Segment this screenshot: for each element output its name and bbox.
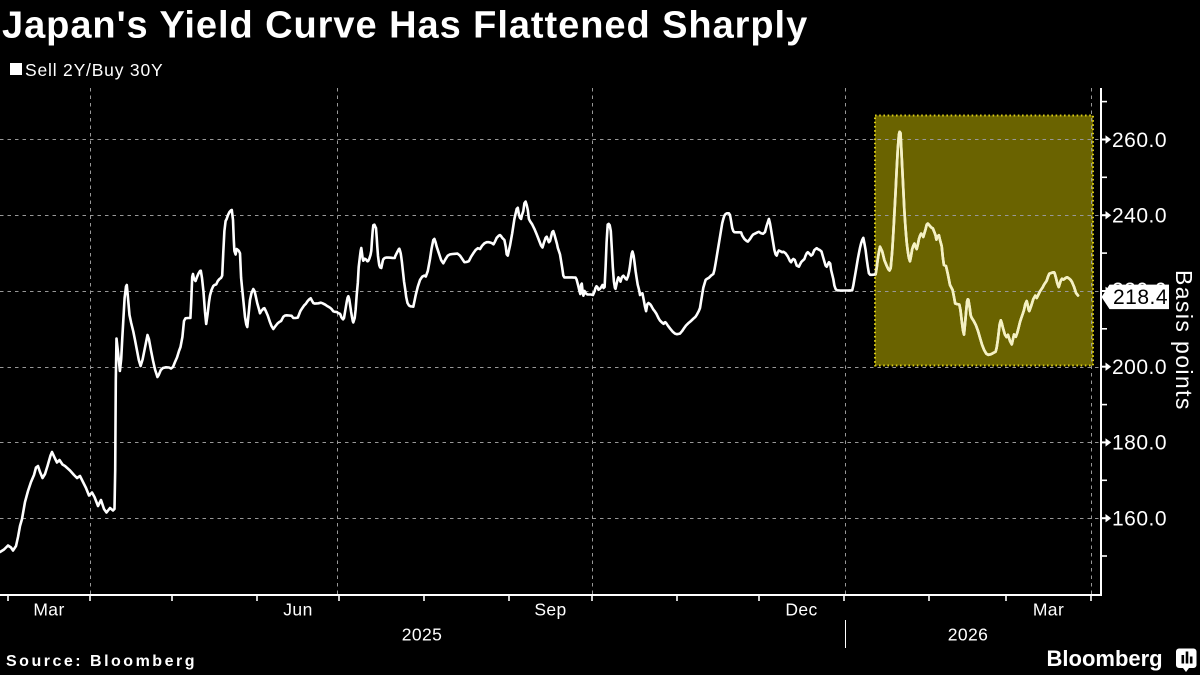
svg-text:Mar: Mar <box>33 600 64 620</box>
svg-text:Source: Bloomberg: Source: Bloomberg <box>6 653 197 670</box>
svg-text:Sep: Sep <box>534 600 566 620</box>
svg-text:240.0: 240.0 <box>1112 205 1167 228</box>
svg-text:Bloomberg: Bloomberg <box>1047 646 1163 671</box>
svg-text:218.4: 218.4 <box>1113 286 1168 309</box>
svg-text:Japan's Yield Curve Has Flatte: Japan's Yield Curve Has Flattened Sharpl… <box>2 5 808 47</box>
svg-text:180.0: 180.0 <box>1112 432 1167 455</box>
svg-text:Jun: Jun <box>283 600 312 620</box>
svg-text:2026: 2026 <box>948 625 989 645</box>
svg-text:260.0: 260.0 <box>1112 129 1167 152</box>
svg-text:Mar: Mar <box>1033 600 1064 620</box>
svg-text:Basis points: Basis points <box>1171 270 1197 411</box>
svg-text:2025: 2025 <box>402 625 443 645</box>
svg-text:200.0: 200.0 <box>1112 356 1167 379</box>
svg-text:Sell 2Y/Buy 30Y: Sell 2Y/Buy 30Y <box>25 60 163 80</box>
svg-text:160.0: 160.0 <box>1112 508 1167 531</box>
svg-text:Dec: Dec <box>785 600 817 620</box>
